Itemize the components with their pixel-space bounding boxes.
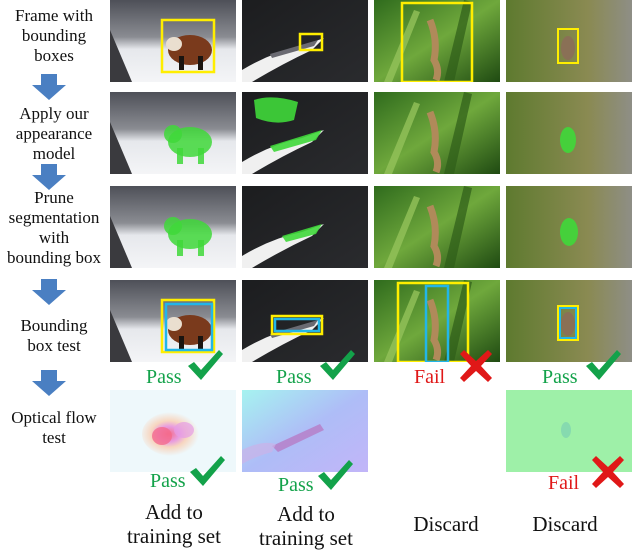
down-arrow-icon <box>32 164 66 190</box>
step-label-flow-test: Optical flow test <box>11 408 97 447</box>
bbox-verdict-2: Pass <box>276 366 312 388</box>
bbox-lizard <box>374 280 500 362</box>
frame-panda <box>110 0 236 82</box>
flow-verdict-2: Pass <box>278 474 314 496</box>
bbox-panda <box>110 280 236 362</box>
bbox-verdict-4: Pass <box>542 366 578 388</box>
flow-panda <box>110 390 236 472</box>
appearance-bird <box>242 92 368 174</box>
bbox-bird <box>242 280 368 362</box>
cross-icon <box>592 456 624 488</box>
step-label-prune: Prune segmentation with bounding box <box>7 188 101 267</box>
pruned-panda <box>110 186 236 268</box>
down-arrow-icon <box>32 370 66 396</box>
pruned-hedgehog <box>506 186 632 268</box>
step-label-appearance: Apply our appearance model <box>15 104 93 163</box>
cross-icon <box>460 350 492 382</box>
flow-bird <box>242 390 368 472</box>
bbox-verdict-3: Fail <box>414 366 446 388</box>
outcome-3: Discard <box>413 512 479 536</box>
step-label-frame: Frame with bounding boxes <box>15 6 93 65</box>
appearance-hedgehog <box>506 92 632 174</box>
appearance-lizard <box>374 92 500 174</box>
check-icon <box>586 350 621 380</box>
bbox-verdict-1: Pass <box>146 366 182 388</box>
outcome-2: Add to training set <box>259 502 353 550</box>
down-arrow-icon <box>32 279 66 305</box>
step-label-bbox-test: Bounding box test <box>20 316 88 355</box>
frame-hedgehog <box>506 0 632 82</box>
frame-lizard <box>374 0 500 82</box>
pruned-bird <box>242 186 368 268</box>
flow-verdict-4: Fail <box>548 472 580 494</box>
flow-hedgehog <box>506 390 632 472</box>
check-icon <box>190 456 225 486</box>
bbox-hedgehog <box>506 280 632 362</box>
check-icon <box>320 350 355 380</box>
flow-verdict-1: Pass <box>150 470 186 492</box>
appearance-panda <box>110 92 236 174</box>
outcome-1: Add to training set <box>127 500 221 548</box>
frame-bird <box>242 0 368 82</box>
down-arrow-icon <box>32 74 66 100</box>
check-icon <box>188 350 223 380</box>
check-icon <box>318 460 353 490</box>
outcome-4: Discard <box>532 512 598 536</box>
pruned-lizard <box>374 186 500 268</box>
